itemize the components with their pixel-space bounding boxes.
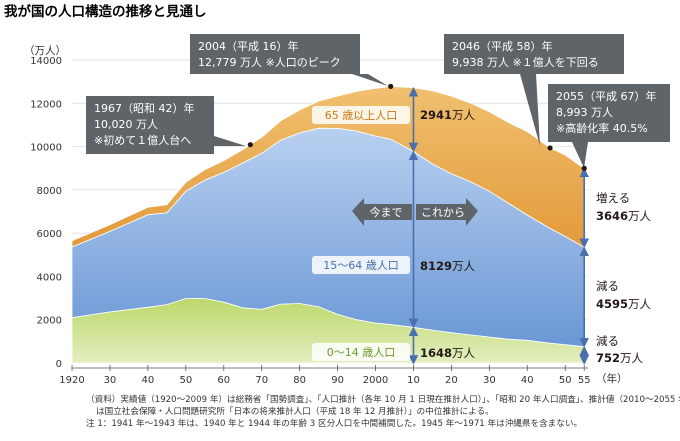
value-2010-old: 2941万人	[420, 108, 476, 122]
x-tick-label: 30	[104, 375, 117, 386]
callout-2004: 2004（平成 16）年 12,779 万人 ※人口のピーク	[190, 34, 388, 86]
x-tick-label: 1920	[59, 375, 84, 386]
svg-text:752万人: 752万人	[596, 351, 644, 365]
svg-text:8,993 万人: 8,993 万人	[556, 106, 613, 119]
callout-2055: 2055（平成 67）年 8,993 万人 ※高齢化率 40.5%	[548, 84, 670, 168]
svg-text:2004（平成 16）年: 2004（平成 16）年	[198, 39, 299, 53]
svg-text:3646万人: 3646万人	[596, 209, 652, 223]
x-tick-label: 55	[578, 375, 591, 386]
svg-text:これから: これから	[421, 206, 465, 219]
y-tick-label: 0	[56, 359, 62, 370]
change-2055-old: 増える 3646万人	[596, 191, 652, 223]
x-tick-label: 2000	[363, 375, 388, 386]
value-2010-work: 8129万人	[420, 259, 476, 273]
event-dot	[247, 142, 253, 148]
chart-title: 我が国の人口構造の推移と見通し	[4, 3, 207, 20]
x-tick-label: 40	[521, 375, 534, 386]
x-axis: 1920 30 40 50 60 70 80 90 2000 10 20 30 40 50 55	[59, 365, 591, 386]
svg-text:12,779 万人 ※人口のピーク: 12,779 万人 ※人口のピーク	[198, 56, 341, 69]
svg-text:2055（平成 67）年: 2055（平成 67）年	[556, 89, 657, 103]
event-dot	[388, 83, 394, 90]
x-tick-label: 10	[407, 375, 420, 386]
change-2055-young: 減る 752万人	[596, 334, 644, 365]
svg-text:増える: 増える	[596, 191, 630, 205]
band-label-old: 65 歳以上人口	[312, 106, 410, 124]
svg-text:15～64 歳人口: 15～64 歳人口	[323, 259, 399, 272]
x-axis-unit: （年）	[596, 372, 628, 385]
svg-text:減る: 減る	[596, 334, 619, 348]
y-tick-label: 4000	[37, 272, 62, 283]
event-dot	[581, 165, 587, 171]
x-tick-label: 20	[445, 375, 458, 386]
y-tick-label: 12000	[30, 99, 62, 110]
svg-text:減る: 減る	[596, 279, 619, 293]
source-note-3: 注 1：1941 年～1943 年は、1940 年と 1944 年の年齢 3 区…	[86, 417, 582, 429]
event-dot	[547, 145, 553, 151]
svg-text:今まで: 今まで	[370, 205, 403, 219]
svg-text:65 歳以上人口: 65 歳以上人口	[325, 109, 398, 122]
x-tick-label: 80	[293, 375, 306, 386]
change-2055-work: 減る 4595万人	[596, 279, 652, 311]
y-axis: 0 2000 4000 6000 8000 10000 12000 14000	[30, 56, 62, 370]
y-tick-label: 14000	[30, 56, 62, 67]
segment-arrows	[408, 86, 590, 365]
svg-text:※初めて１億人台へ: ※初めて１億人台へ	[94, 133, 191, 147]
x-tick-label: 50	[179, 375, 192, 386]
x-tick-label: 60	[217, 375, 230, 386]
x-tick-label: 50	[559, 375, 572, 386]
source-note-2: は国立社会保障・人口問題研究所「日本の将来推計人口（平成 18 年 12 月推計…	[96, 405, 494, 417]
x-tick-label: 70	[255, 375, 268, 386]
value-2010-young: 1648万人	[420, 346, 476, 360]
y-tick-label: 2000	[37, 316, 62, 327]
svg-text:4595万人: 4595万人	[596, 297, 652, 311]
past-arrow: 今まで	[352, 198, 412, 226]
y-axis-unit: （万人）	[24, 45, 66, 57]
svg-text:1967（昭和 42）年: 1967（昭和 42）年	[94, 101, 195, 115]
svg-text:9,938 万人 ※１億人を下回る: 9,938 万人 ※１億人を下回る	[452, 56, 599, 69]
x-tick-label: 30	[483, 375, 496, 386]
callout-2046: 2046（平成 58）年 9,938 万人 ※１億人を下回る	[444, 34, 624, 146]
svg-text:0～14 歳人口: 0～14 歳人口	[327, 346, 396, 359]
band-label-work: 15～64 歳人口	[312, 256, 410, 274]
event-markers	[247, 83, 587, 171]
future-arrow: これから	[416, 198, 478, 226]
band-label-young: 0～14 歳人口	[312, 343, 410, 361]
source-note-1: （資料）実績値（1920～2009 年）は総務省「国勢調査」、「人口推計（各年 …	[86, 393, 680, 405]
y-tick-label: 6000	[37, 229, 62, 240]
svg-text:※高齢化率 40.5%: ※高齢化率 40.5%	[556, 121, 648, 135]
x-tick-label: 90	[331, 375, 344, 386]
y-tick-label: 8000	[37, 186, 62, 197]
x-tick-label: 40	[142, 375, 155, 386]
y-tick-label: 10000	[30, 143, 62, 154]
callout-1967: 1967（昭和 42）年 10,020 万人 ※初めて１億人台へ	[86, 96, 246, 154]
svg-text:2046（平成 58）年: 2046（平成 58）年	[452, 39, 553, 53]
svg-text:10,020 万人: 10,020 万人	[94, 118, 158, 131]
